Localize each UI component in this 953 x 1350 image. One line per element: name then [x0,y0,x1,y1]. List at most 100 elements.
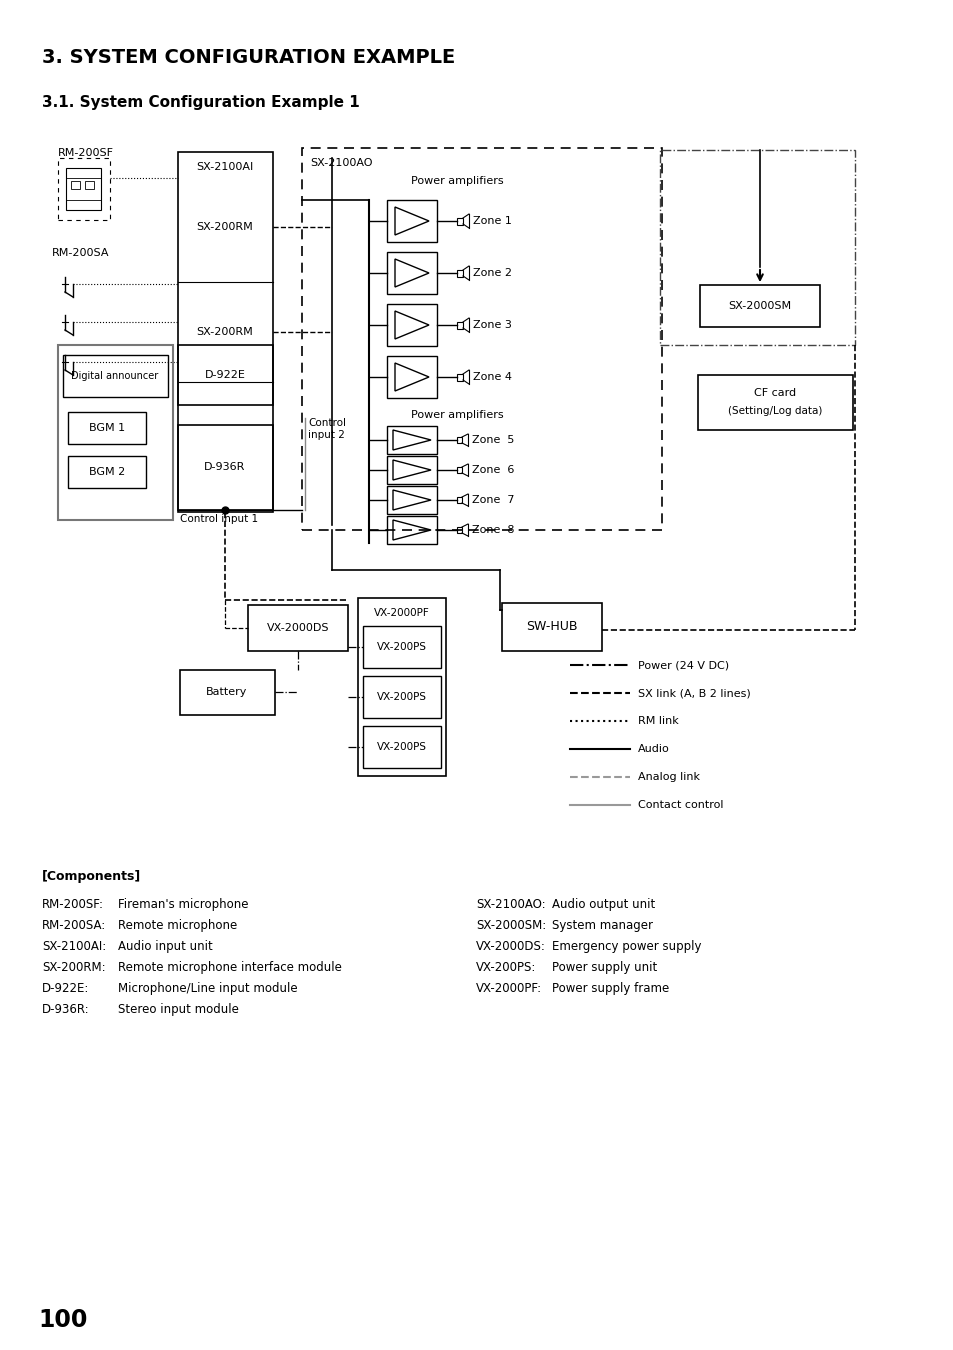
Text: SX-2100AO: SX-2100AO [310,158,372,167]
Text: SX-2000SM:: SX-2000SM: [476,919,546,931]
Text: VX-200PS: VX-200PS [376,643,427,652]
Text: Stereo input module: Stereo input module [118,1003,238,1017]
Text: Power (24 V DC): Power (24 V DC) [638,660,728,670]
Text: Remote microphone interface module: Remote microphone interface module [118,961,341,973]
Text: Audio: Audio [638,744,669,755]
Text: Battery: Battery [206,687,248,697]
Text: VX-2000DS:: VX-2000DS: [476,940,545,953]
Bar [85,181,94,189]
Text: Remote microphone: Remote microphone [118,919,237,931]
Text: Audio input unit: Audio input unit [118,940,213,953]
Text: Zone 3: Zone 3 [473,320,512,329]
Text: RM-200SA:: RM-200SA: [42,919,106,931]
Text: SX-2100AI:: SX-2100AI: [42,940,106,953]
Text: VX-2000PF:: VX-2000PF: [476,981,541,995]
Bar [456,467,461,472]
Text: BGM 2: BGM 2 [89,467,125,477]
Text: Zone  7: Zone 7 [472,495,514,505]
Text: System manager: System manager [552,919,652,931]
Text: Contact control: Contact control [638,801,722,810]
Bar [68,456,146,487]
Text: 3. SYSTEM CONFIGURATION EXAMPLE: 3. SYSTEM CONFIGURATION EXAMPLE [42,49,455,68]
Text: RM link: RM link [638,716,678,726]
Bar [178,153,273,512]
Text: D-922E:: D-922E: [42,981,90,995]
Text: SX-2000SM: SX-2000SM [728,301,791,310]
Text: D-936R:: D-936R: [42,1003,90,1017]
Text: Zone 4: Zone 4 [473,373,512,382]
Bar [456,526,461,533]
Text: Fireman's microphone: Fireman's microphone [118,898,248,911]
Bar [387,304,436,346]
Text: VX-200PS: VX-200PS [376,743,427,752]
Bar [387,200,436,242]
Bar [456,374,462,381]
Text: Control
input 2: Control input 2 [308,418,346,440]
Text: Emergency power supply: Emergency power supply [552,940,700,953]
Bar [387,427,436,454]
Bar [363,626,440,668]
Bar [363,726,440,768]
Text: VX-200PS:: VX-200PS: [476,961,536,973]
Text: RM-200SF: RM-200SF [58,148,113,158]
Bar [387,516,436,544]
Bar [387,252,436,294]
Bar [357,598,446,776]
Text: Zone  5: Zone 5 [472,435,514,446]
Text: SX link (A, B 2 lines): SX link (A, B 2 lines) [638,688,750,698]
Bar [68,412,146,444]
Text: SX-2100AI: SX-2100AI [196,162,253,171]
Bar [302,148,661,531]
Text: (Setting/Log data): (Setting/Log data) [727,406,821,416]
Bar [178,346,273,405]
Bar [363,676,440,718]
Bar [248,605,348,651]
Text: RM-200SF:: RM-200SF: [42,898,104,911]
Bar [698,375,852,431]
Text: Analog link: Analog link [638,772,700,782]
Bar [456,437,461,443]
Bar [700,285,820,327]
Bar [58,158,110,220]
Bar [387,356,436,398]
Text: BGM 1: BGM 1 [89,423,125,433]
Bar [58,346,172,520]
Text: D-922E: D-922E [204,370,245,379]
Text: Power amplifiers: Power amplifiers [410,410,503,420]
Bar [456,270,462,277]
Text: D-936R: D-936R [204,462,246,472]
Text: Control input 1: Control input 1 [180,514,258,524]
Bar [659,150,854,346]
Text: SX-200RM:: SX-200RM: [42,961,106,973]
Text: Zone  6: Zone 6 [472,464,514,475]
Text: Microphone/Line input module: Microphone/Line input module [118,981,297,995]
Bar [71,181,80,189]
Text: Power supply frame: Power supply frame [552,981,669,995]
Text: VX-2000DS: VX-2000DS [267,622,329,633]
Bar [387,486,436,514]
Text: RM-200SA: RM-200SA [52,248,110,258]
Text: CF card: CF card [753,387,795,398]
Bar [456,497,461,504]
Text: 100: 100 [38,1308,88,1332]
Text: Audio output unit: Audio output unit [552,898,655,911]
Bar [63,355,168,397]
Bar [178,425,273,510]
Text: Power supply unit: Power supply unit [552,961,657,973]
Bar [456,217,462,225]
Text: Zone 1: Zone 1 [473,216,512,225]
Text: Zone  8: Zone 8 [472,525,514,535]
Text: 3.1. System Configuration Example 1: 3.1. System Configuration Example 1 [42,95,359,109]
Bar [180,670,274,716]
Bar [501,603,601,651]
Text: Zone 2: Zone 2 [473,269,512,278]
Text: SX-200RM: SX-200RM [196,327,253,338]
Text: SX-2100AO:: SX-2100AO: [476,898,545,911]
Text: [Components]: [Components] [42,869,141,883]
Text: Digital announcer: Digital announcer [71,371,158,381]
Bar [456,323,462,329]
Text: Power amplifiers: Power amplifiers [410,176,503,186]
Text: SW-HUB: SW-HUB [526,621,578,633]
Text: VX-2000PF: VX-2000PF [374,608,430,618]
Text: SX-200RM: SX-200RM [196,221,253,232]
